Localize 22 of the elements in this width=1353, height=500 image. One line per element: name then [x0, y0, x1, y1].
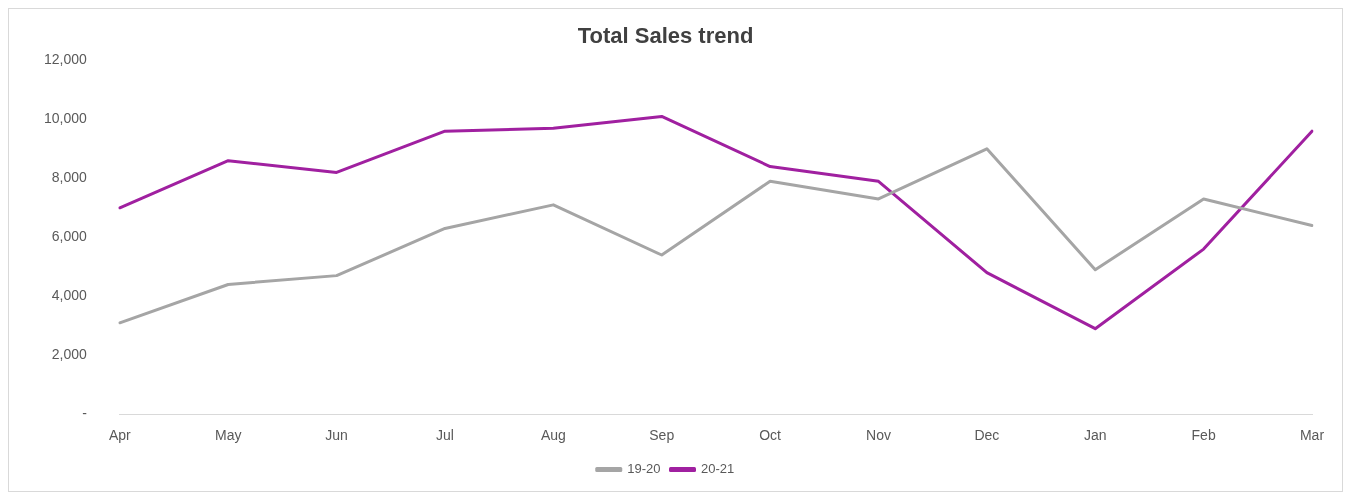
x-tick-label: Dec	[974, 427, 1000, 444]
x-tick-label: Apr	[108, 427, 132, 444]
legend-label: 20-21	[701, 461, 735, 477]
y-tick-label: 2,000	[51, 346, 88, 363]
x-tick-label: Mar	[1299, 427, 1325, 444]
x-tick-label: Feb	[1191, 427, 1216, 444]
x-tick-label: Aug	[540, 427, 566, 444]
legend-label: 19-20	[627, 461, 661, 477]
y-tick-label: 6,000	[51, 228, 88, 245]
x-tick-label: Jan	[1083, 427, 1107, 444]
x-tick-label: Nov	[866, 427, 891, 444]
x-tick-label: Oct	[759, 427, 782, 444]
y-tick-label: 12,000	[43, 51, 88, 68]
x-tick-label: Sep	[649, 427, 675, 444]
chart-title: Total Sales trend	[577, 23, 754, 49]
x-tick-label: Jun	[325, 427, 348, 444]
y-tick-label: 8,000	[51, 169, 88, 186]
y-tick-label: 4,000	[51, 287, 88, 304]
y-tick-label: 10,000	[43, 110, 88, 127]
x-tick-label: Jul	[436, 427, 454, 444]
y-tick-label: -	[82, 405, 88, 422]
x-tick-label: May	[214, 427, 242, 444]
